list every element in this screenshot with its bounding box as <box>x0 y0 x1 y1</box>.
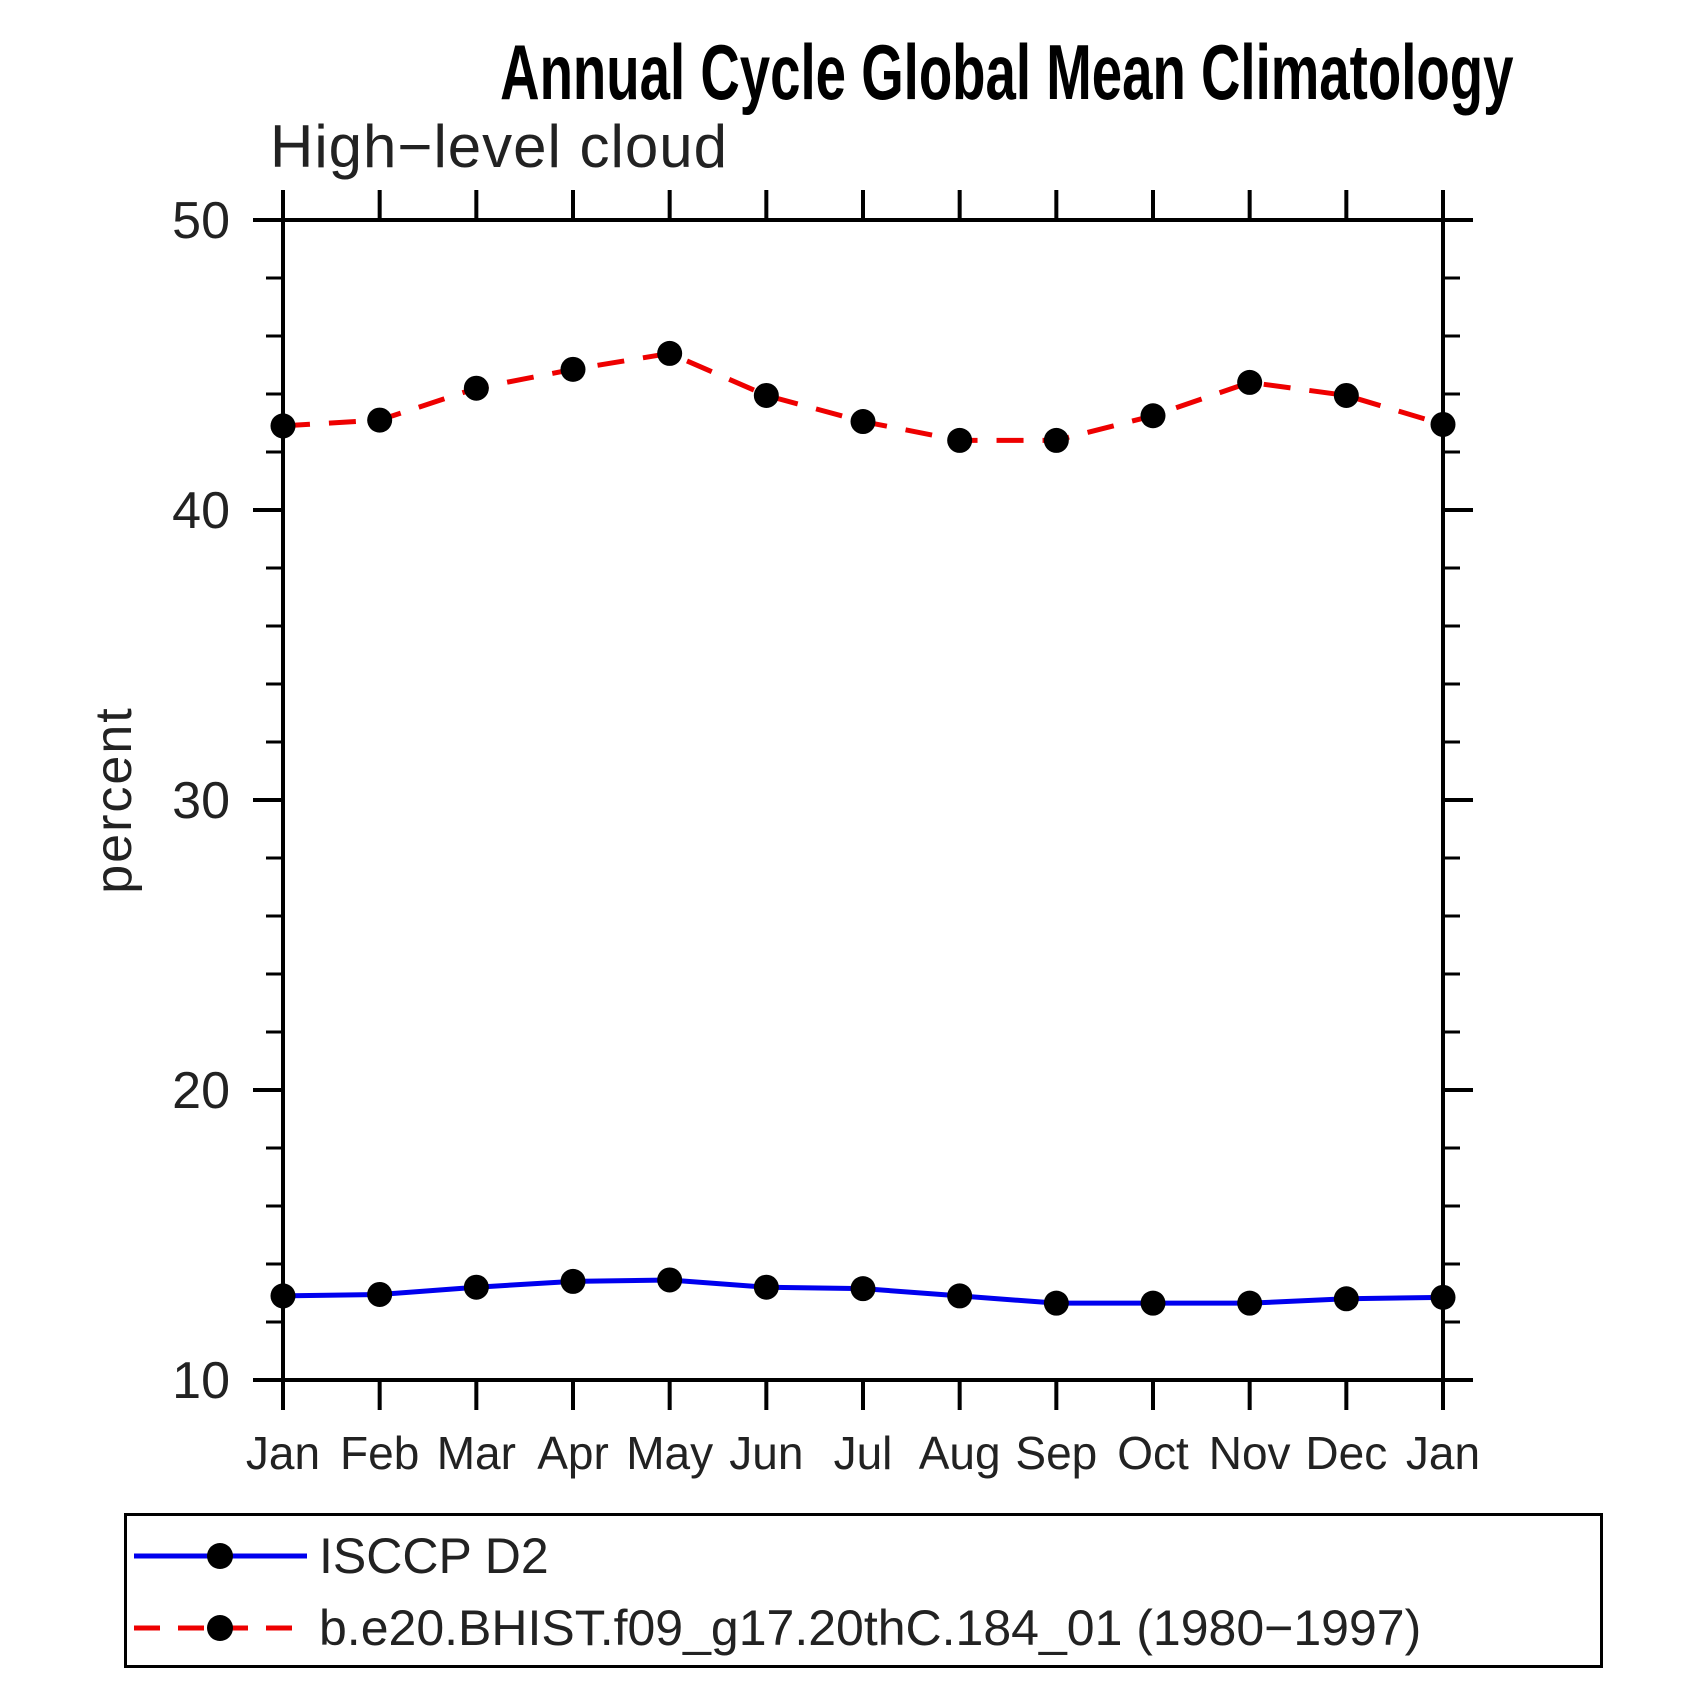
data-point-series-1 <box>1237 369 1263 395</box>
legend-dot-1 <box>207 1615 233 1641</box>
x-tick-label: May <box>626 1427 713 1479</box>
data-point-series-1 <box>1140 403 1166 429</box>
data-point-series-0 <box>947 1283 973 1309</box>
data-point-series-0 <box>463 1274 489 1300</box>
y-tick-label: 50 <box>172 192 230 250</box>
x-tick-label: Nov <box>1209 1427 1291 1479</box>
data-point-series-1 <box>463 375 489 401</box>
data-point-series-1 <box>657 340 683 366</box>
legend-marker-dashed-line-icon <box>134 1615 307 1641</box>
legend-entry-isccp: ISCCP D2 <box>131 1528 549 1584</box>
x-tick-label: Jul <box>834 1427 893 1479</box>
x-tick-label: Mar <box>437 1427 516 1479</box>
data-point-series-0 <box>1140 1290 1166 1316</box>
data-point-series-0 <box>850 1276 876 1302</box>
legend-label-model: b.e20.BHIST.f09_g17.20thC.184_01 (1980−1… <box>319 1600 1422 1656</box>
data-point-series-0 <box>1333 1286 1359 1312</box>
x-tick-label: Feb <box>340 1427 419 1479</box>
y-tick-label: 40 <box>172 482 230 540</box>
data-point-series-1 <box>1430 411 1456 437</box>
x-tick-label: Apr <box>537 1427 609 1479</box>
chart-title-text: Annual Cycle Global Mean Climatology <box>500 28 1514 116</box>
x-tick-label: Sep <box>1015 1427 1097 1479</box>
legend-dot-0 <box>207 1543 233 1569</box>
data-point-series-1 <box>560 356 586 382</box>
data-point-series-0 <box>270 1283 296 1309</box>
x-tick-label: Oct <box>1117 1427 1189 1479</box>
data-point-series-0 <box>1043 1290 1069 1316</box>
data-point-series-1 <box>753 382 779 408</box>
x-tick-label: Jun <box>729 1427 803 1479</box>
chart-title: Annual Cycle Global Mean Climatology <box>283 30 1513 114</box>
plot-frame <box>281 218 1445 1382</box>
x-tick-label: Jan <box>246 1427 320 1479</box>
data-point-series-0 <box>367 1281 393 1307</box>
legend-marker-solid-line-icon <box>134 1543 307 1569</box>
data-point-series-1 <box>1043 427 1069 453</box>
data-point-series-0 <box>1430 1284 1456 1310</box>
x-tick-label: Dec <box>1305 1427 1387 1479</box>
legend-label-isccp: ISCCP D2 <box>319 1528 549 1584</box>
data-point-series-1 <box>270 413 296 439</box>
x-tick-label: Jan <box>1406 1427 1480 1479</box>
y-tick-label: 20 <box>172 1062 230 1120</box>
y-tick-label: 30 <box>172 772 230 830</box>
data-point-series-1 <box>850 409 876 435</box>
data-point-series-0 <box>753 1274 779 1300</box>
data-point-series-0 <box>560 1268 586 1294</box>
data-point-series-1 <box>367 407 393 433</box>
legend-box: ISCCP D2 b.e20.BHIST.f09_g17.20thC.184_0… <box>124 1513 1603 1668</box>
data-point-series-1 <box>1333 382 1359 408</box>
x-tick-label: Aug <box>919 1427 1001 1479</box>
legend-entry-model: b.e20.BHIST.f09_g17.20thC.184_01 (1980−1… <box>131 1600 1422 1656</box>
chart-subtitle: High−level cloud <box>270 113 728 180</box>
y-tick-label: 10 <box>172 1352 230 1410</box>
data-point-series-0 <box>1237 1290 1263 1316</box>
data-point-series-1 <box>947 427 973 453</box>
data-point-series-0 <box>657 1267 683 1293</box>
